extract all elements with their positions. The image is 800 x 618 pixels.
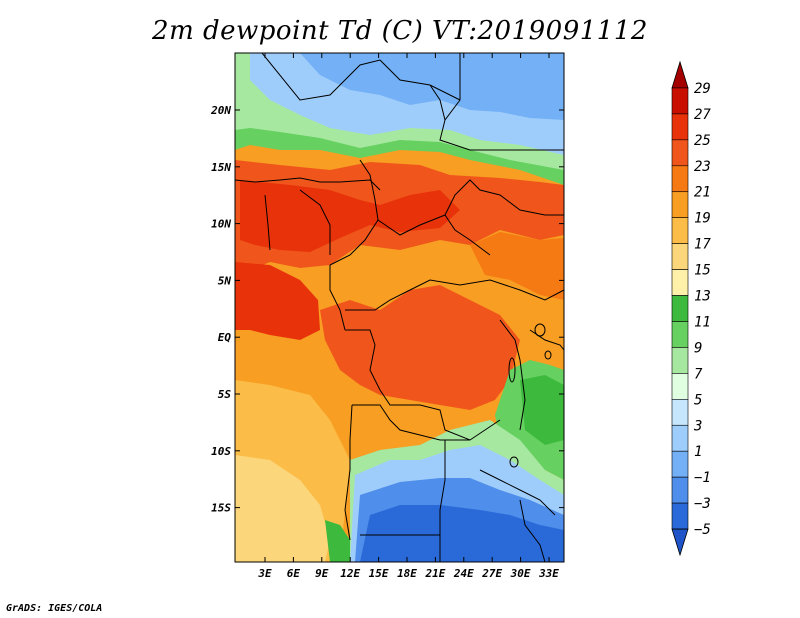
colorbar-segment — [671, 217, 689, 244]
lon-label: 9E — [315, 567, 329, 580]
colorbar-label: 27 — [694, 107, 711, 123]
lon-label: 30E — [510, 567, 531, 580]
west-red-core — [235, 262, 320, 340]
lon-label: 6E — [287, 567, 301, 580]
colorbar-segment — [671, 269, 689, 296]
lon-label: 27E — [481, 567, 502, 580]
lat-label: 5N — [218, 274, 232, 287]
latitude-axis: 20N 15N 10N 5N EQ 5S 10S 15S — [210, 104, 564, 515]
east-lightgreen-zone — [520, 375, 564, 445]
plot-title: 2m dewpoint Td (C) VT:2019091112 — [152, 16, 648, 46]
colorbar-label: −5 — [694, 522, 711, 538]
lon-label: 33E — [538, 567, 559, 580]
lat-label: 20N — [210, 104, 231, 117]
colorbar-segment — [671, 373, 689, 400]
colorbar: 29 27 25 23 21 19 17 15 13 11 9 7 5 3 1 −1 −3 −5 — [671, 60, 711, 557]
country-borders — [235, 53, 564, 562]
colorbar-segment — [671, 295, 689, 322]
colorbar-segment — [671, 87, 689, 115]
colorbar-label: 13 — [694, 289, 711, 305]
central-red-zone — [320, 285, 520, 410]
lat-label: 15S — [211, 502, 231, 515]
colorbar-label: 17 — [694, 237, 711, 253]
colorbar-segment — [671, 424, 689, 452]
colorbar-top-arrow — [671, 60, 689, 89]
lakes — [508, 323, 552, 468]
footer-credit: GrADS: IGES/COLA — [6, 603, 103, 614]
colorbar-label: 29 — [694, 81, 711, 97]
colorbar-label: 7 — [694, 366, 703, 382]
colorbar-label: 9 — [694, 340, 702, 356]
colorbar-label: 3 — [693, 418, 702, 434]
colorbar-segment — [671, 139, 689, 167]
colorbar-segment — [671, 191, 689, 218]
colorbar-label: 15 — [694, 263, 711, 279]
colorbar-label: 19 — [694, 211, 711, 227]
southwest-green-strip — [325, 520, 355, 562]
lat-label: 15N — [211, 161, 231, 174]
lon-label: 24E — [453, 567, 474, 580]
colorbar-segment — [671, 399, 689, 426]
east-orange-zone — [470, 232, 564, 300]
colorbar-label: 11 — [694, 314, 711, 330]
colorbar-label: −3 — [694, 496, 711, 512]
colorbar-segment — [671, 113, 689, 141]
colorbar-segment — [671, 243, 689, 270]
colorbar-segment — [671, 321, 689, 348]
lon-label: 3E — [257, 567, 272, 580]
lon-label: 12E — [340, 567, 360, 580]
southwest-yellow — [235, 455, 330, 562]
colorbar-segment — [671, 476, 689, 504]
colorbar-label: 23 — [694, 159, 711, 175]
colorbar-segment — [671, 165, 689, 193]
colorbar-label: 21 — [694, 185, 711, 201]
longitude-axis: 3E 6E 9E 12E 15E 18E 21E 24E 27E 30E 33E — [257, 53, 559, 580]
colorbar-bottom-arrow — [671, 528, 689, 557]
lon-label: 15E — [369, 567, 389, 580]
colorbar-label: 5 — [694, 392, 702, 408]
lon-label: 21E — [424, 567, 445, 580]
colorbar-segment — [671, 502, 689, 530]
map-frame — [234, 52, 565, 563]
south-darkblue — [360, 505, 564, 562]
lon-label: 18E — [397, 567, 417, 580]
lat-label: 10S — [211, 445, 231, 458]
colorbar-label: 25 — [694, 133, 711, 149]
lat-label: EQ — [218, 331, 232, 344]
dewpoint-map — [235, 53, 564, 562]
lat-label: 5S — [218, 388, 232, 401]
north-deep-red-core — [240, 180, 460, 252]
colorbar-label: 1 — [694, 444, 702, 460]
lat-label: 10N — [211, 218, 231, 231]
colorbar-label: −1 — [694, 470, 711, 486]
colorbar-segment — [671, 347, 689, 374]
colorbar-segment — [671, 450, 689, 478]
